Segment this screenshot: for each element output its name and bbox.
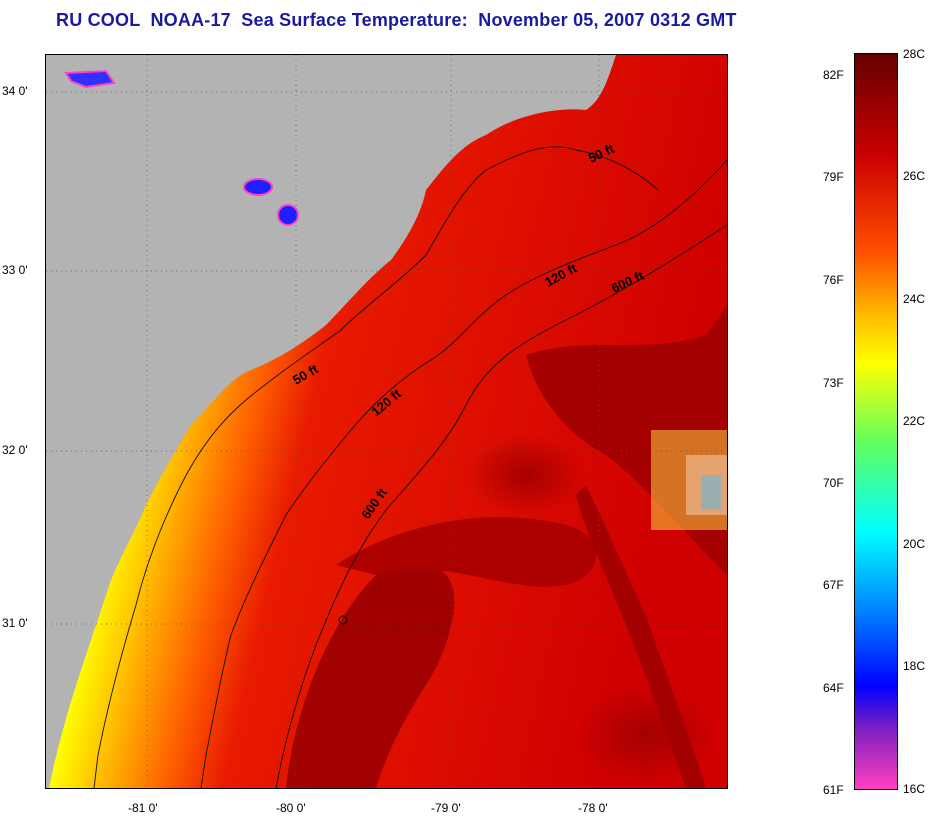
map-title: RU COOL NOAA-17 Sea Surface Temperature:… [56,10,737,30]
land-mass [46,55,616,788]
lat-label-34: 34 0' [2,84,28,98]
colorbar-f-79: 79F [823,170,844,184]
inland-lakes [64,69,299,226]
colorbar-c-16: 16C [903,782,926,796]
cloud-noise-patch [651,430,727,530]
colorbar-canvas [855,54,897,789]
colorbar-f-61: 61F [823,783,844,797]
colorbar-c-22: 22C [903,414,926,428]
lon-label-79: -79 0' [431,801,461,815]
lon-label-78: -78 0' [578,801,608,815]
contour-120ft [200,159,727,788]
lat-lon-grid [46,55,727,788]
contour-50ft [93,146,659,788]
temperature-colorbar [854,53,898,790]
colorbar-c-28: 28C [903,47,926,61]
bathymetry-contours [93,146,727,788]
buoy-marker [338,615,348,625]
colorbar-c-20: 20C [903,537,926,551]
colorbar-f-67: 67F [823,578,844,592]
gulf-stream-features [286,305,727,788]
lat-label-32: 32 0' [2,443,28,457]
sst-map: 50 ft 50 ft 120 ft 120 ft 600 ft 600 ft [45,54,728,789]
colorbar-c-26: 26C [903,169,926,183]
colorbar-f-82: 82F [823,68,844,82]
sst-map-canvas: 50 ft 50 ft 120 ft 120 ft 600 ft 600 ft [46,55,727,788]
colorbar-f-76: 76F [823,273,844,287]
colorbar-f-73: 73F [823,376,844,390]
colorbar-f-64: 64F [823,681,844,695]
colorbar-c-18: 18C [903,659,926,673]
lon-label-80: -80 0' [276,801,306,815]
colorbar-c-24: 24C [903,292,926,306]
colorbar-f-70: 70F [823,476,844,490]
lat-label-33: 33 0' [2,263,28,277]
lon-label-81: -81 0' [128,801,158,815]
contour-600ft [275,224,727,788]
lat-label-31: 31 0' [2,616,28,630]
